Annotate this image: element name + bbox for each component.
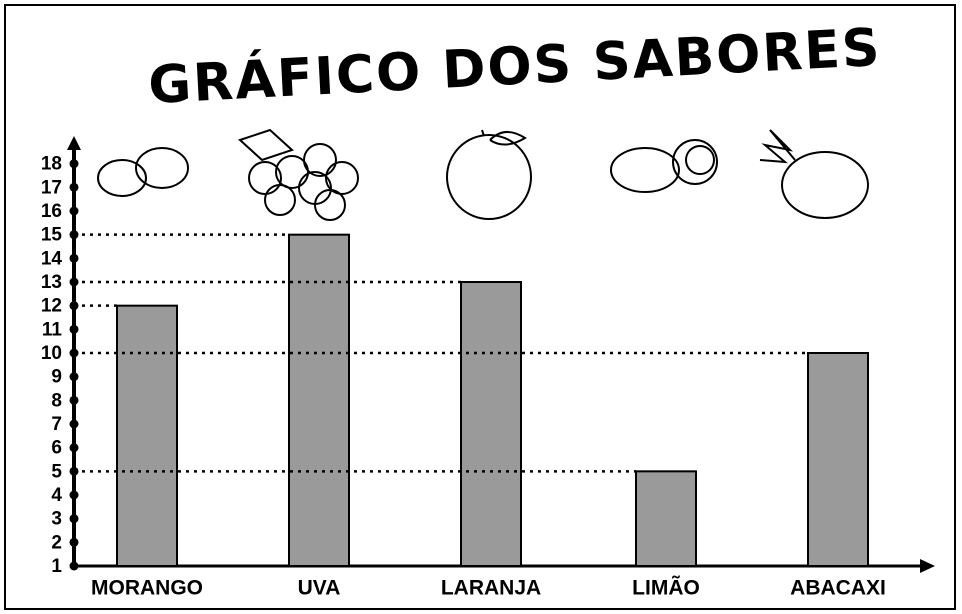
tick-dot — [70, 207, 79, 216]
tick-dot — [70, 538, 79, 547]
y-tick-label: 18 — [41, 154, 62, 175]
tick-dot — [70, 420, 79, 429]
bar — [808, 353, 868, 566]
y-tick-label: 3 — [51, 509, 62, 530]
x-tick-label: MORANGO — [91, 577, 203, 600]
y-tick-label: 13 — [41, 272, 62, 293]
tick-dot — [70, 325, 79, 334]
y-tick-label: 17 — [41, 177, 62, 198]
y-tick-label: 7 — [51, 414, 62, 435]
y-tick-label: 6 — [51, 438, 62, 459]
x-tick-label: UVA — [298, 577, 341, 600]
y-tick-label: 9 — [51, 367, 62, 388]
tick-dot — [70, 254, 79, 263]
tick-dot — [70, 562, 79, 571]
y-tick-label: 8 — [51, 390, 62, 411]
y-tick-label: 2 — [51, 532, 62, 553]
x-tick-label: ABACAXI — [790, 577, 886, 600]
chart: GRÁFICO DOS SABORES 12345678910111213141… — [0, 0, 962, 614]
y-tick-label: 16 — [41, 201, 62, 222]
x-tick-label: LARANJA — [441, 577, 541, 600]
x-tick-label: LIMÃO — [632, 577, 700, 600]
tick-dot — [70, 183, 79, 192]
y-tick-label: 10 — [41, 343, 62, 364]
y-tick-label: 12 — [41, 296, 62, 317]
tick-dot — [70, 443, 79, 452]
y-tick-label: 14 — [41, 248, 63, 269]
tick-dot — [70, 514, 79, 523]
bar — [461, 282, 521, 566]
bar — [117, 306, 177, 566]
y-tick-label: 4 — [51, 485, 62, 506]
bar — [636, 471, 696, 566]
tick-dot — [70, 159, 79, 168]
tick-dot — [70, 372, 79, 381]
y-tick-label: 5 — [51, 461, 62, 482]
tick-dot — [70, 491, 79, 500]
y-tick-label: 1 — [51, 556, 62, 577]
y-tick-label: 15 — [41, 225, 63, 246]
y-tick-label: 11 — [42, 319, 63, 340]
bar — [289, 235, 349, 566]
tick-dot — [70, 396, 79, 405]
